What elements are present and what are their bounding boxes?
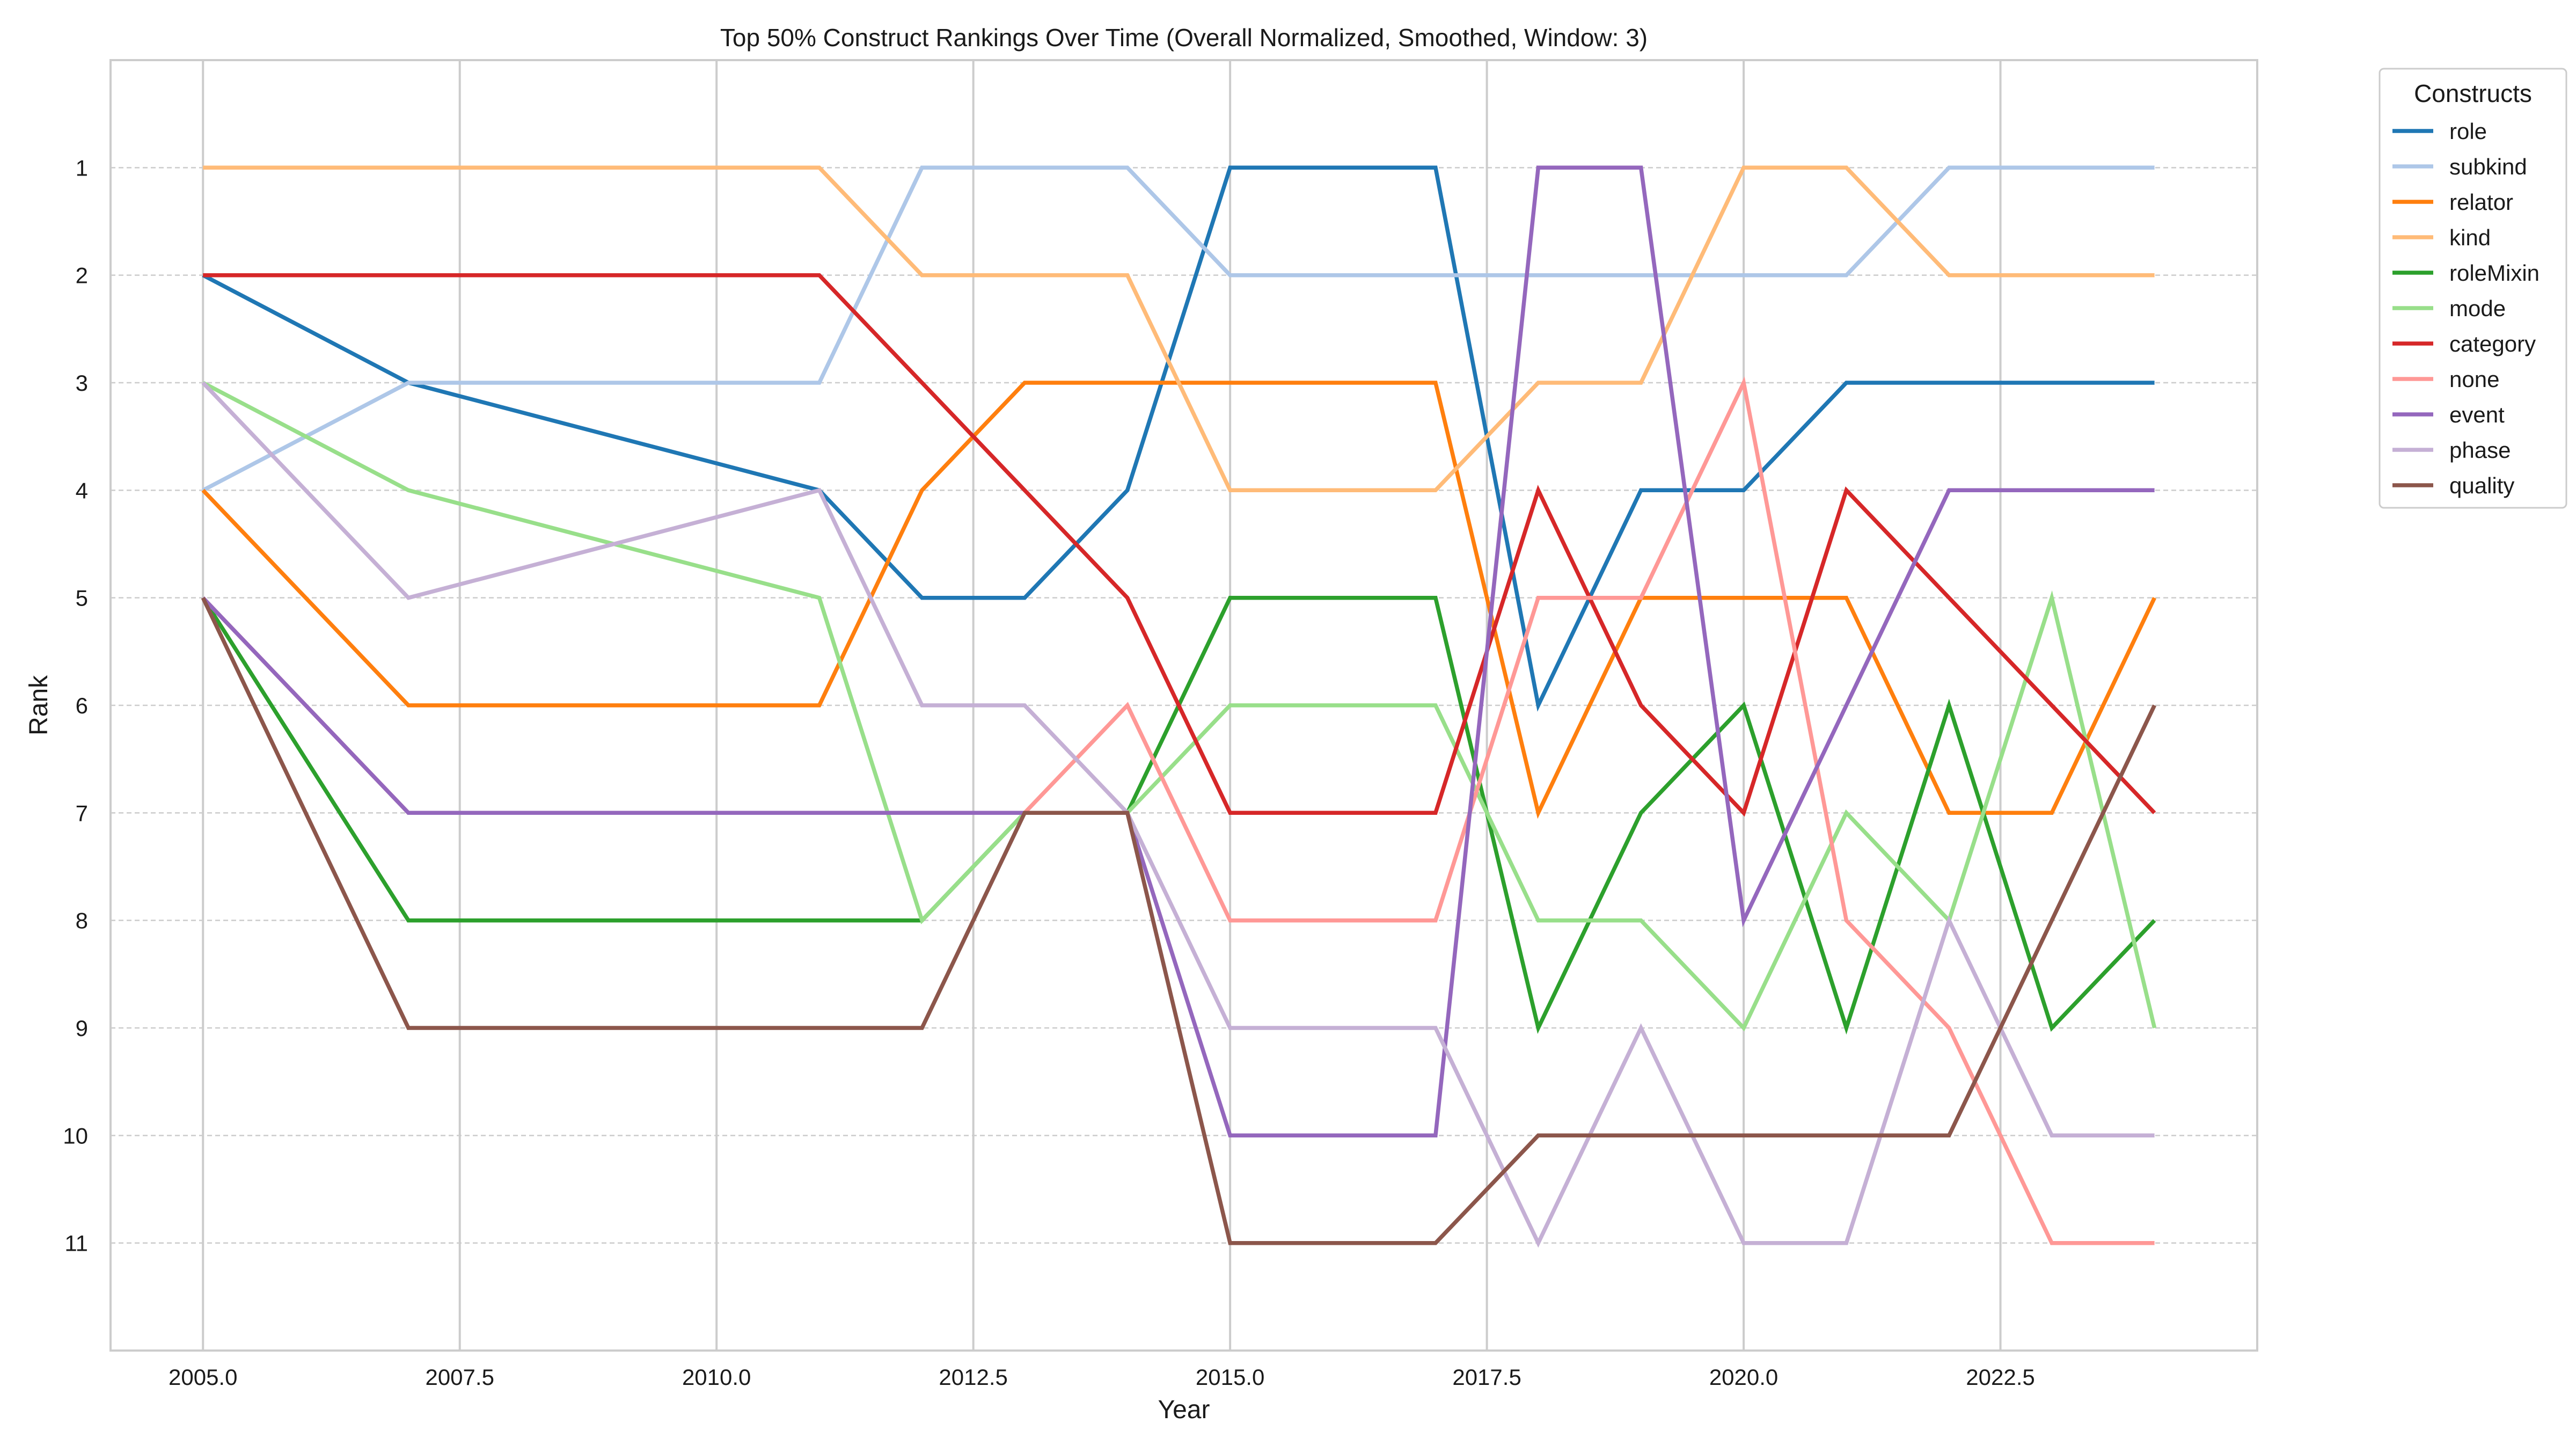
x-tick-label: 2005.0	[169, 1365, 237, 1390]
series-line-phase	[201, 381, 2155, 1248]
legend-label-phase: phase	[2449, 437, 2511, 463]
y-tick-label: 2	[76, 263, 88, 288]
x-tick-label: 2007.5	[425, 1365, 494, 1390]
series-line-relator	[201, 381, 2156, 819]
y-tick-label: 5	[76, 586, 88, 611]
legend-items: role subkind relator kind roleMixin mode categ…	[2392, 119, 2540, 498]
y-tick-label: 1	[76, 155, 88, 180]
y-tick-label: 4	[76, 478, 88, 503]
legend-title: Constructs	[2414, 79, 2532, 107]
series-line-event	[201, 165, 2155, 1138]
x-axis-label: Year	[1158, 1396, 1210, 1424]
legend: Constructs role subkind relator kind roleMix…	[2379, 68, 2567, 509]
y-tick-label: 7	[76, 800, 88, 826]
x-tick-label: 2010.0	[682, 1365, 751, 1390]
legend-label-role: role	[2449, 119, 2487, 144]
series-line-mode	[202, 381, 2157, 1032]
plot-area-frame	[109, 59, 2258, 1352]
y-tick-label: 6	[76, 693, 88, 718]
x-tick-label: 2022.5	[1966, 1365, 2035, 1390]
legend-label-event: event	[2449, 402, 2505, 427]
y-tick-label: 8	[76, 908, 88, 933]
legend-label-none: none	[2449, 367, 2499, 392]
legend-label-subkind: subkind	[2449, 154, 2527, 179]
y-tick-label: 10	[63, 1123, 88, 1148]
series-line-quality	[201, 597, 2156, 1245]
series-line-kind	[203, 165, 2155, 493]
legend-label-mode: mode	[2449, 296, 2506, 321]
legend-label-category: category	[2449, 331, 2536, 356]
y-tick-label: 11	[64, 1231, 88, 1256]
legend-label-kind: kind	[2449, 225, 2491, 250]
y-tick-label: 3	[76, 370, 88, 396]
chart-title: Top 50% Construct Rankings Over Time (Ov…	[720, 24, 1648, 52]
legend-box	[2379, 68, 2567, 509]
y-tick-label: 9	[76, 1016, 88, 1041]
x-tick-label: 2020.0	[1709, 1365, 1778, 1390]
series-layer	[201, 165, 2157, 1248]
legend-label-relator: relator	[2449, 189, 2513, 215]
x-tick-label: 2015.0	[1196, 1365, 1264, 1390]
legend-label-quality: quality	[2449, 473, 2514, 498]
series-line-roleMixin	[201, 595, 2156, 1035]
legend-label-roleMixin: roleMixin	[2449, 260, 2540, 286]
tick-label-layer: 2005.0 2007.5 2010.0 2012.5 2015.0 2017.5 2020…	[63, 155, 2035, 1390]
series-line-role	[202, 165, 2155, 712]
x-tick-label: 2012.5	[939, 1365, 1007, 1390]
y-axis-label: Rank	[25, 675, 53, 735]
x-tick-label: 2017.5	[1452, 1365, 1521, 1390]
